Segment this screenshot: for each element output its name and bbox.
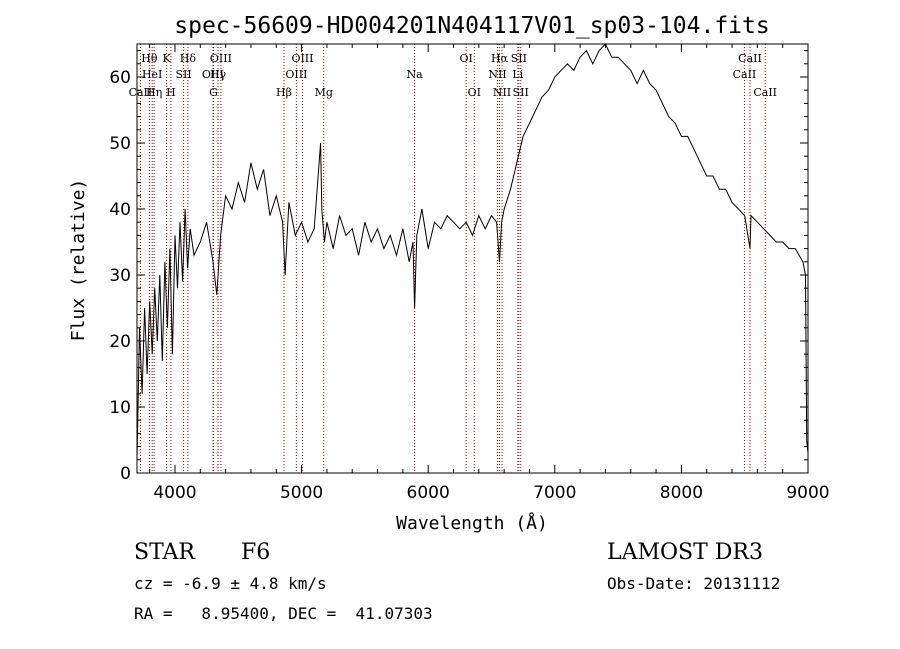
line-label-15: Mg [315, 86, 333, 99]
line-label-11: Hγ [210, 68, 227, 81]
x-tick-label-1: 5000 [280, 483, 323, 503]
line-label-12: Hβ [276, 86, 292, 99]
spectral-line-labels: CaIIHθHeIHηKSIIHHδOIIIGOIIIHγHβOIIIOIIIM… [129, 52, 777, 99]
line-label-16: Na [407, 68, 424, 81]
line-label-2: HeI [142, 68, 162, 81]
line-label-7: Hδ [180, 52, 197, 65]
x-tick-label-4: 8000 [660, 483, 703, 503]
line-label-5: SII [175, 68, 191, 81]
flux-series-line [136, 43, 809, 460]
axes: 4000 5000 6000 7000 8000 9000 0 10 20 30 40 50 60 [109, 44, 830, 503]
line-label-23: SII [513, 86, 529, 99]
line-label-21: Hα [491, 52, 509, 65]
redshift-velocity: cz = -6.9 ± 4.8 km/s [134, 574, 327, 593]
observation-date: Obs-Date: 20131112 [607, 574, 781, 593]
y-tick-label-2: 20 [109, 332, 131, 352]
plot-frame [136, 43, 809, 474]
x-tick-label-2: 6000 [407, 483, 450, 503]
y-tick-label-6: 60 [109, 68, 131, 88]
y-tick-label-0: 0 [120, 464, 131, 484]
object-type: STAR [134, 540, 195, 565]
x-axis-label: Wavelength (Å) [396, 512, 548, 534]
line-label-1: Hθ [141, 52, 158, 65]
line-label-14: OIII [291, 52, 313, 65]
line-label-13: OIII [285, 68, 307, 81]
line-label-0: CaII [129, 86, 153, 99]
line-label-27: CaII [753, 86, 777, 99]
chart-title: spec-56609-HD004201N404117V01_sp03-104.f… [174, 13, 769, 39]
line-label-25: CaII [733, 68, 757, 81]
y-axis-label: Flux (relative) [68, 179, 89, 342]
line-label-24: Li [512, 68, 523, 81]
y-tick-label-4: 40 [109, 200, 131, 220]
line-label-22: SII [511, 52, 527, 65]
y-tick-label-5: 50 [109, 134, 131, 154]
survey-name: LAMOST DR3 [607, 540, 763, 565]
line-label-9: G [209, 86, 218, 99]
x-tick-label-5: 9000 [786, 483, 829, 503]
x-tick-label-0: 4000 [153, 483, 196, 503]
coordinates: RA = 8.95400, DEC = 41.07303 [134, 604, 433, 623]
line-label-10: OIII [210, 52, 232, 65]
line-label-19: NII [488, 68, 506, 81]
line-label-18: OI [468, 86, 481, 99]
spectral-line-markers [139, 44, 766, 473]
line-label-6: H [166, 86, 176, 99]
line-label-20: NII [493, 86, 511, 99]
x-tick-label-3: 7000 [533, 483, 576, 503]
y-tick-label-3: 30 [109, 266, 131, 286]
line-label-3: Hη [146, 86, 162, 99]
line-label-4: K [163, 52, 172, 65]
spectral-subclass: F6 [241, 540, 271, 565]
line-label-26: CaII [738, 52, 762, 65]
line-label-17: OI [459, 52, 472, 65]
y-tick-label-1: 10 [109, 398, 131, 418]
line-label-8: OIII [202, 68, 224, 81]
